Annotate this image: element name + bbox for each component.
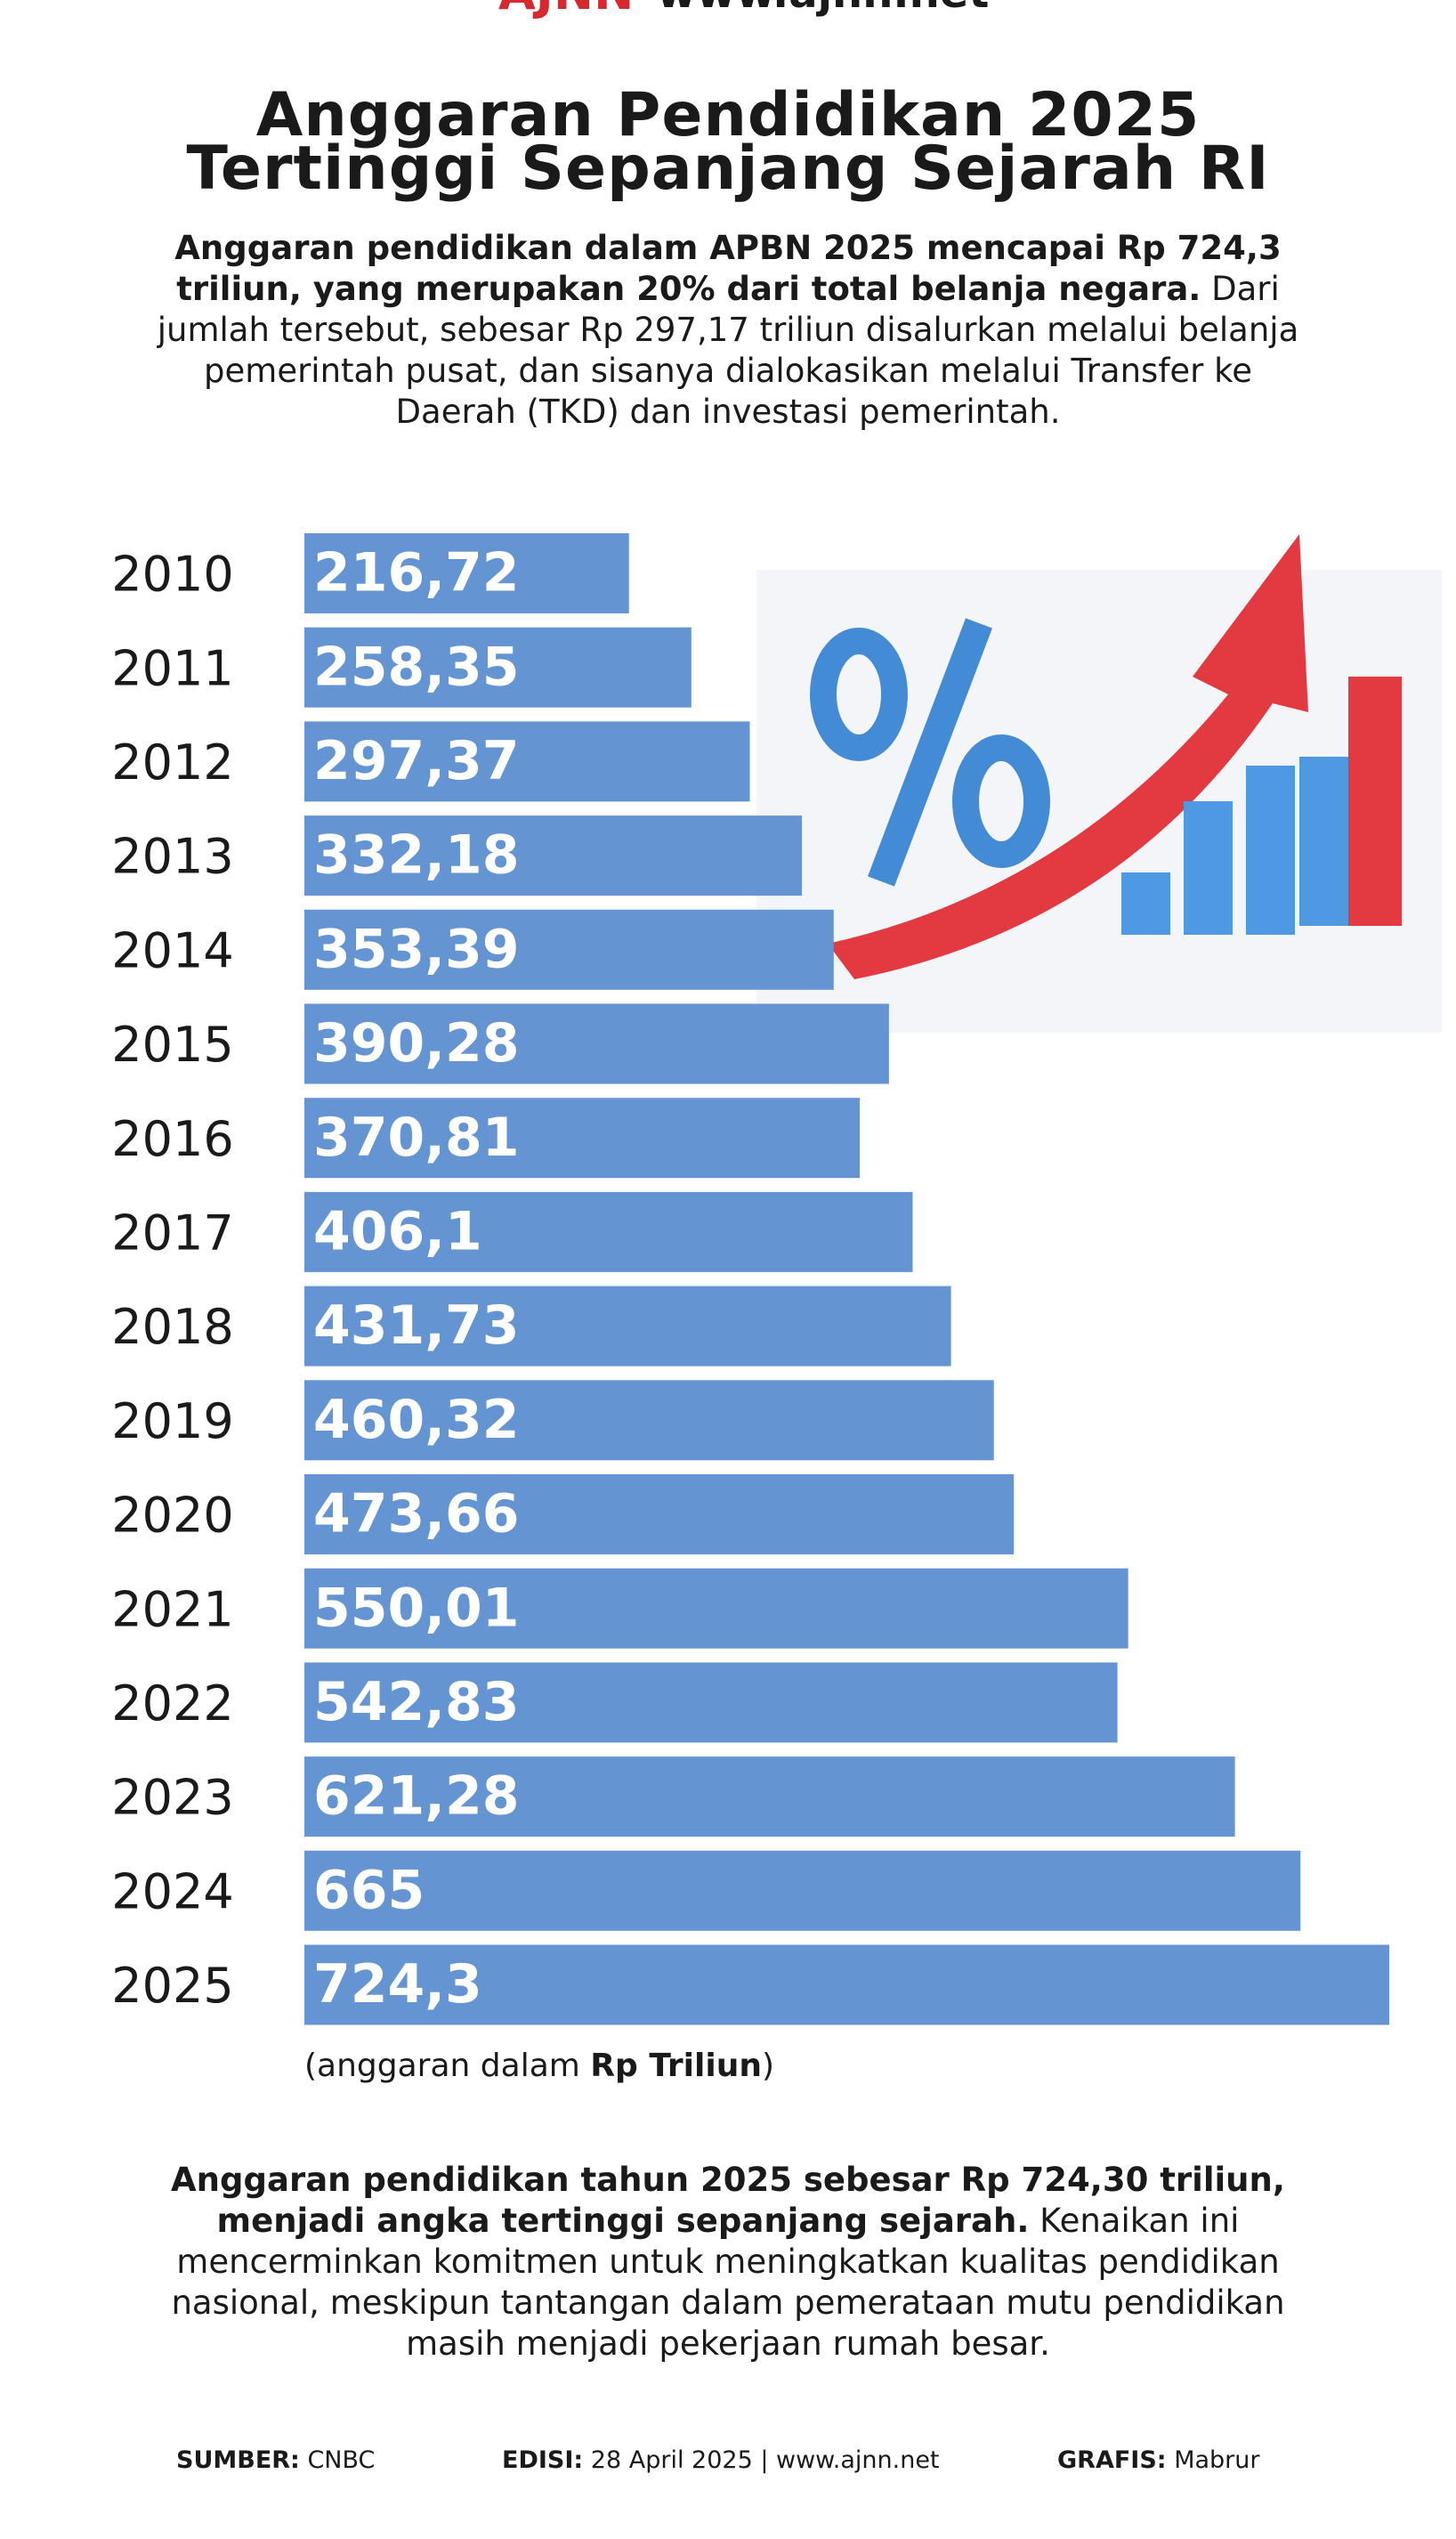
value-label: 258,35 <box>313 636 520 698</box>
illustration-bar <box>1121 872 1170 935</box>
value-label: 297,37 <box>313 730 520 792</box>
value-label: 216,72 <box>313 542 520 604</box>
y-tick-label: 2017 <box>111 1205 233 1261</box>
value-label: 550,01 <box>313 1577 520 1639</box>
value-label: 353,39 <box>313 918 520 980</box>
value-label: 542,83 <box>313 1671 520 1733</box>
y-tick-label: 2022 <box>111 1675 233 1732</box>
value-label: 370,81 <box>313 1107 520 1169</box>
bar <box>304 533 629 613</box>
unit-note: (anggaran dalam Rp Triliun) <box>304 2048 774 2084</box>
footer-value: Mabrur <box>1174 2446 1260 2474</box>
value-label: 332,18 <box>313 824 520 887</box>
bar <box>304 1286 951 1367</box>
footer-label: SUMBER: <box>176 2446 300 2474</box>
bar <box>304 815 803 896</box>
value-label: 665 <box>313 1859 425 1921</box>
y-tick-label: 2014 <box>111 922 233 978</box>
intro-bold: Anggaran pendidikan dalam APBN 2025 menc… <box>174 229 1282 308</box>
note-bold: Rp Triliun <box>590 2048 762 2084</box>
y-tick-label: 2011 <box>111 640 233 696</box>
illustration-bar <box>1184 801 1233 935</box>
illustration-bar <box>1246 766 1295 935</box>
y-tick-label: 2023 <box>111 1770 233 1826</box>
bar <box>304 627 692 708</box>
outro: Anggaran pendidikan tahun 2025 sebesar R… <box>150 2160 1306 2365</box>
intro: Anggaran pendidikan dalam APBN 2025 menc… <box>150 228 1306 433</box>
percent-slash <box>868 618 992 887</box>
bar <box>304 1662 1118 1743</box>
logo: AJNN <box>498 0 634 20</box>
y-tick-label: 2013 <box>111 829 233 885</box>
bar <box>304 909 834 990</box>
value-label: 621,28 <box>313 1765 520 1828</box>
arrow <box>828 534 1308 979</box>
bar <box>304 1474 1015 1554</box>
footer-edition: EDISI: 28 April 2025 | www.ajnn.net <box>502 2446 940 2474</box>
bar <box>304 1380 994 1461</box>
y-tick-label: 2024 <box>111 1863 233 1919</box>
y-tick-label: 2015 <box>111 1017 233 1073</box>
outro-text: Kenaikan ini mencerminkan komitmen untuk… <box>171 2202 1285 2363</box>
title: Anggaran Pendidikan 2025 Tertinggi Sepan… <box>0 80 1456 204</box>
y-tick-label: 2025 <box>111 1958 233 2014</box>
footer-label: EDISI: <box>502 2446 584 2474</box>
y-tick-label: 2010 <box>111 547 233 603</box>
value-label: 460,32 <box>313 1389 520 1451</box>
note-prefix: (anggaran dalam <box>304 2048 591 2084</box>
note-suffix: ) <box>761 2048 774 2084</box>
value-label: 724,3 <box>313 1953 482 2016</box>
bar <box>304 1098 861 1179</box>
footer-value: CNBC <box>307 2446 376 2474</box>
title-line: Anggaran Pendidikan 2025 <box>255 80 1201 150</box>
y-tick-label: 2018 <box>111 1299 233 1355</box>
footer-graphic: GRAFIS: Mabrur <box>1057 2446 1259 2474</box>
y-tick-label: 2012 <box>111 734 233 791</box>
illustration-bar <box>1348 677 1402 926</box>
footer-value: 28 April 2025 | www.ajnn.net <box>590 2446 940 2474</box>
percent-circle <box>952 734 1050 868</box>
value-label: 406,1 <box>313 1200 482 1262</box>
bar <box>304 1850 1301 1931</box>
bar <box>304 1191 913 1272</box>
bar <box>304 1756 1235 1837</box>
percent-circle <box>810 628 908 761</box>
bar <box>304 1944 1389 2025</box>
illustration <box>756 534 1442 1033</box>
footer-source: SUMBER: CNBC <box>176 2446 375 2474</box>
y-tick-label: 2020 <box>111 1488 233 1544</box>
bar <box>304 1003 889 1084</box>
intro-text: Dari jumlah tersebut, sebesar Rp 297,17 … <box>157 270 1299 431</box>
y-tick-label: 2016 <box>111 1111 233 1167</box>
outro-bold: Anggaran pendidikan tahun 2025 sebesar R… <box>171 2161 1285 2240</box>
value-label: 390,28 <box>313 1012 520 1075</box>
bar <box>304 1568 1128 1649</box>
title-line: Tertinggi Sepanjang Sejarah RI <box>186 134 1270 204</box>
bar <box>304 721 750 802</box>
illustration-bar <box>1299 757 1348 926</box>
y-tick-label: 2021 <box>111 1581 233 1637</box>
footer-label: GRAFIS: <box>1057 2446 1167 2474</box>
value-label: 473,66 <box>313 1483 520 1545</box>
y-tick-label: 2019 <box>111 1393 233 1449</box>
value-label: 431,73 <box>313 1294 520 1357</box>
site-url: www.ajnn.net <box>657 0 989 18</box>
